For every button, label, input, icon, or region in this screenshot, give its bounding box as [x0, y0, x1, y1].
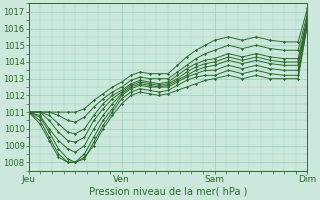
X-axis label: Pression niveau de la mer( hPa ): Pression niveau de la mer( hPa )	[89, 187, 247, 197]
